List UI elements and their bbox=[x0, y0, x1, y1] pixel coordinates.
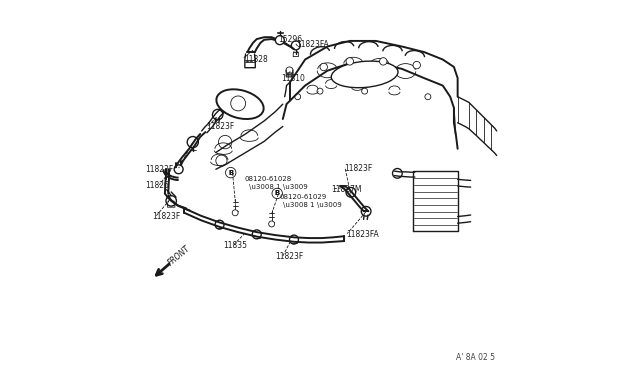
Text: 11828: 11828 bbox=[244, 55, 268, 64]
Text: 11823F: 11823F bbox=[207, 122, 235, 131]
Text: 11823F: 11823F bbox=[275, 252, 303, 261]
Text: 11823F: 11823F bbox=[145, 165, 173, 174]
Text: 11823F: 11823F bbox=[152, 212, 181, 221]
Text: \u3008 1 \u3009: \u3008 1 \u3009 bbox=[283, 202, 342, 208]
Text: 11823F: 11823F bbox=[344, 164, 372, 173]
Circle shape bbox=[380, 58, 387, 65]
Text: 11826: 11826 bbox=[145, 182, 169, 190]
Text: B: B bbox=[228, 170, 233, 176]
Circle shape bbox=[413, 61, 420, 69]
Text: 11835: 11835 bbox=[223, 241, 247, 250]
Circle shape bbox=[320, 63, 328, 71]
Text: A' 8A 02 5: A' 8A 02 5 bbox=[456, 353, 495, 362]
Circle shape bbox=[269, 221, 275, 227]
Text: B: B bbox=[228, 170, 234, 176]
Circle shape bbox=[346, 58, 353, 65]
Text: 11810: 11810 bbox=[281, 74, 305, 83]
Text: 11827M: 11827M bbox=[331, 185, 362, 194]
Circle shape bbox=[232, 210, 238, 216]
Text: 15296: 15296 bbox=[278, 35, 303, 44]
Text: 11823FA: 11823FA bbox=[346, 230, 379, 239]
Text: B: B bbox=[275, 190, 280, 196]
Text: FRONT: FRONT bbox=[167, 244, 193, 268]
Text: B: B bbox=[275, 190, 280, 196]
Ellipse shape bbox=[216, 89, 264, 119]
Text: 11823FA: 11823FA bbox=[296, 40, 328, 49]
Text: 08120-61029: 08120-61029 bbox=[279, 194, 326, 200]
Ellipse shape bbox=[332, 61, 398, 88]
Text: 08120-61028: 08120-61028 bbox=[245, 176, 292, 182]
Circle shape bbox=[275, 36, 284, 45]
Text: \u3008 1 \u3009: \u3008 1 \u3009 bbox=[250, 184, 308, 190]
